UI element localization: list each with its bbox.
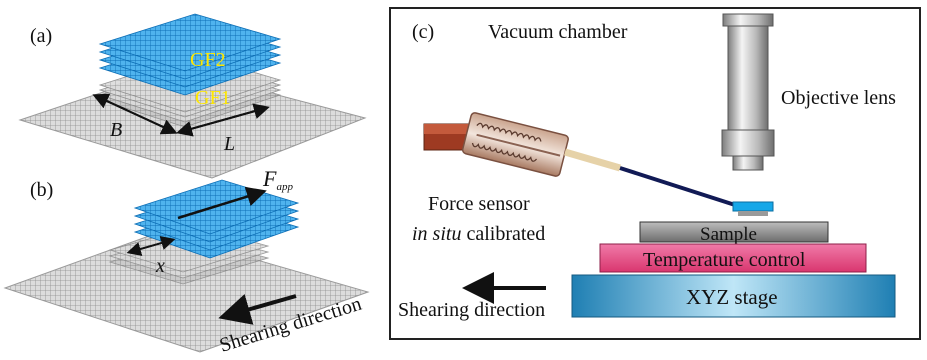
panel-a-label: (a): [30, 25, 52, 47]
temperature-label: Temperature control: [643, 249, 806, 271]
displacement-label: x: [155, 255, 165, 277]
shear-label-c: Shearing direction: [398, 299, 545, 321]
length-label: L: [223, 133, 235, 155]
panel-c-label: (c): [412, 21, 434, 43]
force-label: Fapp: [262, 166, 293, 193]
objective-lens: [722, 14, 774, 170]
objective-label: Objective lens: [781, 87, 896, 109]
width-label: B: [110, 119, 122, 141]
chamber-label: Vacuum chamber: [488, 21, 628, 43]
gf1-label: GF1: [195, 87, 231, 109]
stage-label: XYZ stage: [686, 285, 778, 309]
gf2-label: GF2: [190, 49, 226, 71]
panel-b-label: (b): [30, 179, 53, 201]
sample-label: Sample: [700, 224, 757, 245]
sensor-label-line1: Force sensor: [428, 193, 530, 215]
panel-c: (c) Vacuum chamber Objective lens Force …: [390, 8, 920, 339]
sample-chip: [733, 202, 773, 211]
sensor-label-line2: in situ calibrated: [412, 223, 545, 245]
panel-b: (b) Fapp x Shearing direction: [5, 166, 368, 357]
panel-a: (a) GF2 GF1 B L: [20, 14, 365, 178]
